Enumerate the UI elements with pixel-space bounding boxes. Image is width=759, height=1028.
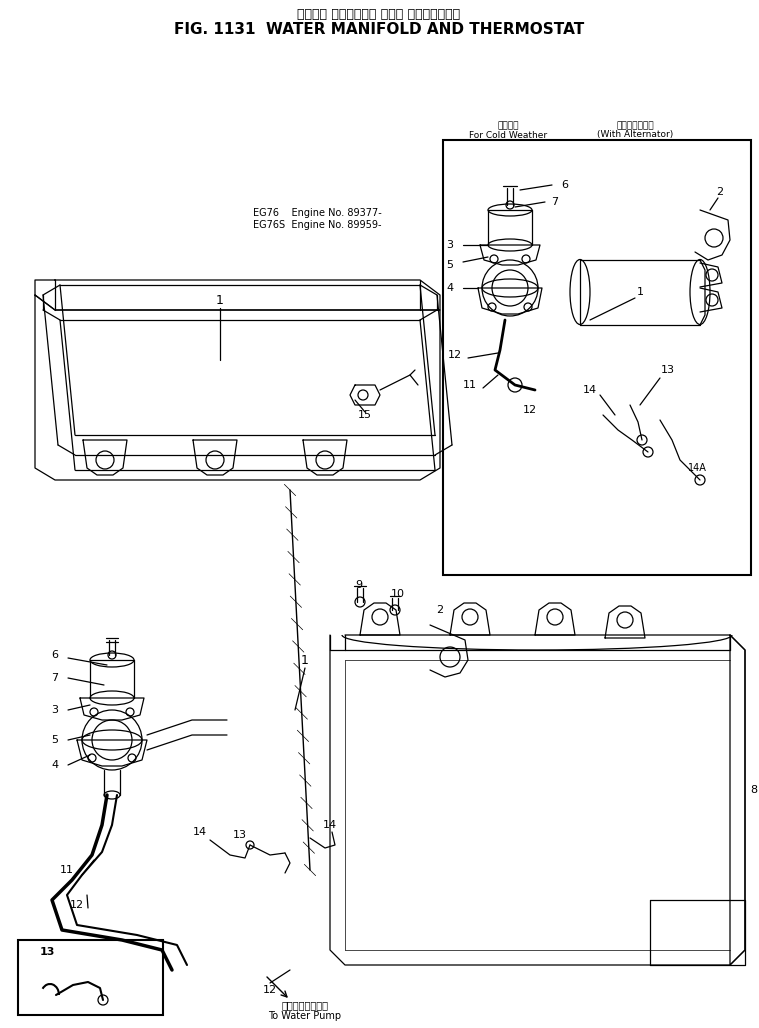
Text: 15: 15 <box>358 410 372 420</box>
Text: 8: 8 <box>750 785 757 795</box>
Text: 13: 13 <box>661 365 675 375</box>
Text: 7: 7 <box>52 673 58 683</box>
Text: 13: 13 <box>40 947 55 957</box>
Text: 6: 6 <box>562 180 568 190</box>
Text: 6: 6 <box>52 650 58 660</box>
Text: 9: 9 <box>355 580 363 590</box>
Text: 寒冷仕様: 寒冷仕様 <box>497 121 518 131</box>
Text: 14: 14 <box>323 820 337 830</box>
Text: 10: 10 <box>391 589 405 599</box>
Text: 2: 2 <box>436 605 443 615</box>
Text: 14: 14 <box>193 827 207 837</box>
Text: 11: 11 <box>463 380 477 390</box>
Text: 11: 11 <box>60 865 74 875</box>
Text: 1: 1 <box>301 654 309 666</box>
Text: EG76    Engine No. 89377-: EG76 Engine No. 89377- <box>253 208 382 218</box>
Text: 7: 7 <box>552 197 559 207</box>
Text: 4: 4 <box>446 283 454 293</box>
Text: ウォータポンプへ: ウォータポンプへ <box>282 1000 329 1009</box>
Text: For Cold Weather: For Cold Weather <box>469 131 547 140</box>
Text: 12: 12 <box>263 985 277 995</box>
Text: To Water Pump: To Water Pump <box>269 1011 342 1021</box>
Bar <box>18 940 163 1015</box>
Text: 12: 12 <box>523 405 537 415</box>
Text: 12: 12 <box>70 900 84 910</box>
Text: 14A: 14A <box>688 463 707 473</box>
Text: FIG. 1131  WATER MANIFOLD AND THERMOSTAT: FIG. 1131 WATER MANIFOLD AND THERMOSTAT <box>174 23 584 37</box>
Text: 3: 3 <box>446 240 453 250</box>
Text: 5: 5 <box>52 735 58 745</box>
Text: オルタネータ付: オルタネータ付 <box>616 121 653 131</box>
Bar <box>443 140 751 575</box>
Text: 3: 3 <box>52 705 58 715</box>
Text: ウォータ マニホールド および サーモスタット: ウォータ マニホールド および サーモスタット <box>298 8 461 22</box>
Text: 2: 2 <box>716 187 723 197</box>
Text: 4: 4 <box>52 760 58 770</box>
Text: 1: 1 <box>637 287 644 297</box>
Text: (With Alternator): (With Alternator) <box>597 131 673 140</box>
Text: EG76S  Engine No. 89959-: EG76S Engine No. 89959- <box>253 220 382 230</box>
Text: 13: 13 <box>233 830 247 840</box>
Text: 14: 14 <box>583 386 597 395</box>
Text: 12: 12 <box>448 350 462 360</box>
Text: 5: 5 <box>446 260 453 270</box>
Text: 1: 1 <box>216 294 224 306</box>
